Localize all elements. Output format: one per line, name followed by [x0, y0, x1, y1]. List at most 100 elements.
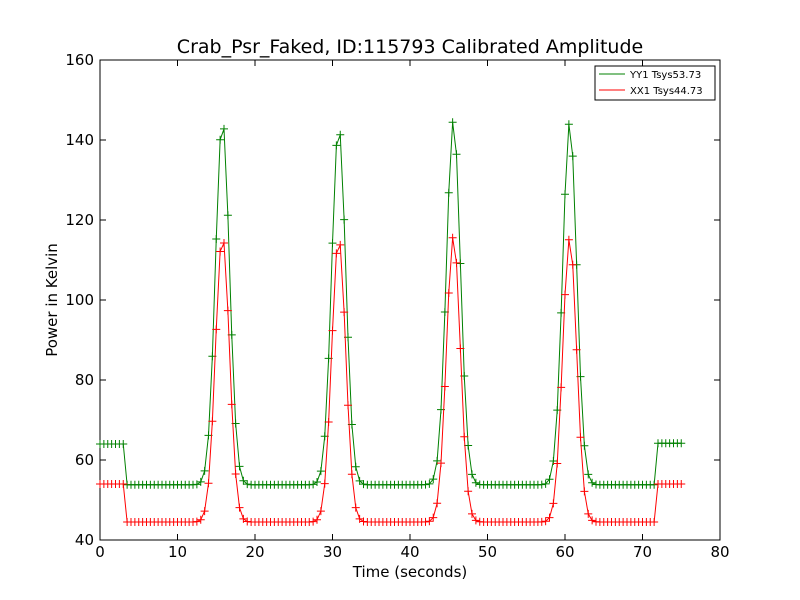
x-tick-label: 0 — [95, 543, 105, 561]
y-tick-label: 100 — [65, 291, 94, 309]
x-tick-label: 50 — [478, 543, 497, 561]
data-point-marker — [320, 479, 329, 488]
data-point-marker — [309, 517, 318, 526]
data-point-marker — [328, 239, 337, 248]
data-point-marker — [471, 478, 480, 487]
data-point-marker — [235, 462, 244, 471]
data-point-marker — [572, 345, 581, 354]
data-point-marker — [220, 124, 228, 133]
data-point-marker — [355, 476, 364, 485]
data-point-marker — [564, 235, 573, 244]
data-point-marker — [537, 517, 546, 526]
data-point-marker — [452, 258, 461, 267]
legend-label-yy1: YY1 Tsys53.73 — [629, 70, 701, 81]
data-point-marker — [316, 507, 325, 516]
data-point-marker — [650, 480, 659, 489]
data-point-marker — [336, 240, 345, 249]
data-point-marker — [119, 480, 128, 488]
data-point-marker — [351, 462, 360, 471]
series-layer — [96, 118, 686, 526]
data-point-marker — [584, 470, 593, 479]
data-point-marker — [537, 480, 546, 489]
y-tick-label: 80 — [75, 371, 94, 389]
data-point-marker — [650, 518, 659, 526]
data-point-marker — [313, 477, 321, 486]
legend: YY1 Tsys53.73 XX1 Tsys44.73 — [594, 65, 716, 101]
data-point-marker — [580, 441, 589, 450]
data-point-marker — [231, 469, 240, 478]
data-point-marker — [425, 479, 434, 488]
data-point-marker — [208, 417, 217, 426]
data-point-marker — [328, 326, 337, 335]
data-point-marker — [359, 480, 368, 489]
data-point-marker — [196, 515, 205, 524]
data-point-marker — [200, 507, 209, 516]
data-point-marker — [584, 509, 593, 518]
data-point-marker — [223, 211, 232, 220]
data-point-marker — [588, 478, 597, 487]
x-tick-label: 80 — [710, 543, 729, 561]
y-tick-label: 40 — [75, 531, 94, 549]
data-point-marker — [568, 260, 577, 269]
plot-area: 0 10 20 30 40 50 60 70 80 40 60 80 100 120 140 160 — [65, 51, 729, 561]
data-point-marker — [452, 150, 461, 159]
data-point-marker — [316, 467, 325, 476]
data-point-marker — [204, 479, 213, 488]
data-point-marker — [557, 383, 566, 392]
data-point-marker — [677, 480, 686, 488]
data-point-marker — [561, 290, 569, 299]
data-point-marker — [444, 188, 453, 197]
x-tick-label: 10 — [168, 543, 187, 561]
data-point-marker — [340, 215, 349, 224]
data-point-marker — [336, 130, 345, 139]
x-tick-label: 40 — [400, 543, 419, 561]
y-tick-label: 120 — [65, 211, 94, 229]
data-point-marker — [119, 440, 128, 448]
data-point-marker — [429, 475, 438, 484]
x-tick-label: 70 — [633, 543, 652, 561]
data-point-marker — [347, 470, 356, 479]
y-tick-label: 160 — [65, 51, 94, 69]
data-point-marker — [553, 459, 562, 468]
data-point-marker — [576, 433, 585, 442]
data-point-marker — [545, 475, 554, 484]
series-xx1 — [96, 233, 686, 526]
data-point-marker — [192, 517, 201, 526]
data-point-marker — [425, 517, 434, 526]
legend-label-xx1: XX1 Tsys44.73 — [630, 86, 703, 97]
data-point-marker — [456, 344, 465, 353]
data-point-marker — [332, 249, 341, 258]
data-point-marker — [456, 259, 465, 268]
data-point-marker — [340, 308, 349, 317]
data-point-marker — [227, 400, 236, 409]
data-point-marker — [677, 439, 686, 448]
x-tick-label: 20 — [245, 543, 264, 561]
data-point-marker — [468, 509, 476, 518]
data-point-marker — [421, 480, 430, 489]
data-point-marker — [471, 516, 480, 525]
data-point-marker — [220, 238, 228, 247]
data-point-marker — [344, 401, 352, 410]
data-point-marker — [448, 233, 457, 242]
data-point-marker — [460, 432, 469, 441]
y-axis-label: Power in Kelvin — [43, 243, 61, 357]
data-point-marker — [561, 190, 569, 199]
data-point-marker — [324, 417, 333, 426]
data-point-marker — [568, 152, 577, 161]
tick-layer: 0 10 20 30 40 50 60 70 80 40 60 80 100 120 140 160 — [65, 51, 729, 561]
x-axis-label: Time (seconds) — [352, 563, 468, 581]
data-point-marker — [351, 503, 360, 512]
data-point-marker — [437, 459, 445, 468]
data-point-marker — [588, 516, 597, 525]
data-point-marker — [541, 517, 550, 526]
data-point-marker — [216, 135, 225, 144]
data-point-marker — [549, 499, 558, 508]
x-tick-label: 30 — [323, 543, 342, 561]
data-point-marker — [212, 325, 221, 334]
data-point-marker — [239, 476, 248, 485]
data-point-marker — [212, 235, 221, 244]
y-tick-label: 60 — [75, 451, 94, 469]
data-point-marker — [464, 441, 473, 450]
legend-box — [594, 65, 716, 101]
